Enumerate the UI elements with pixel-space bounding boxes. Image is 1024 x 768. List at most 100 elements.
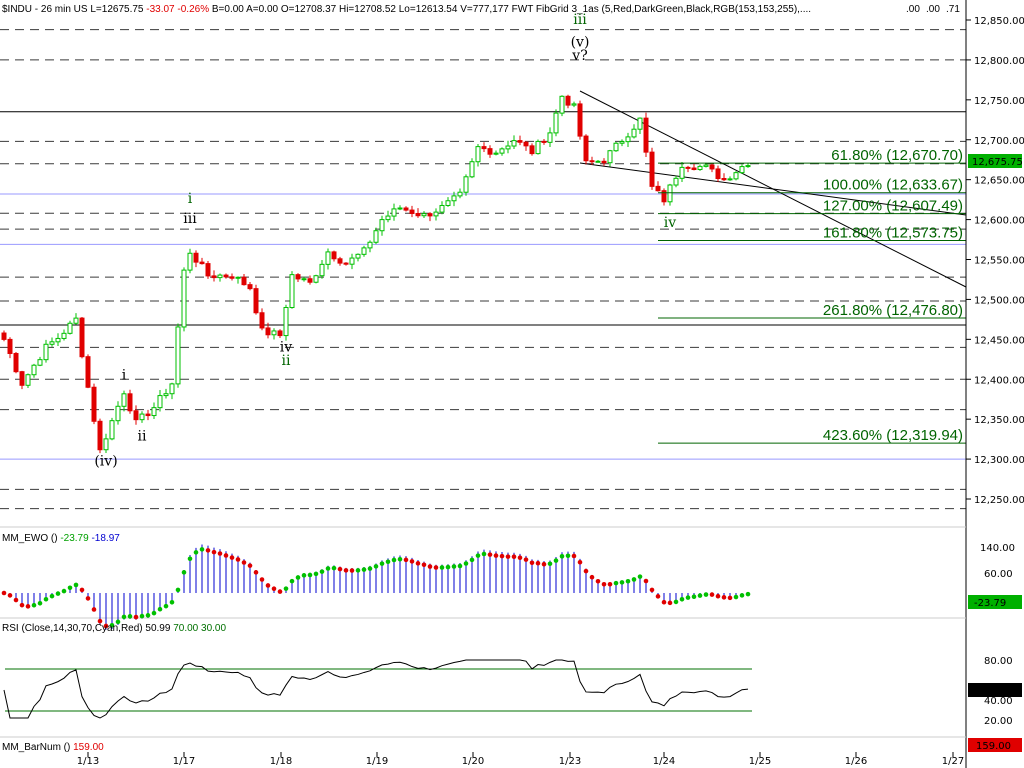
candle <box>49 337 55 347</box>
candle <box>619 139 625 147</box>
candle <box>451 191 457 207</box>
candle <box>649 147 655 190</box>
rsi-badge: 50.99 <box>974 686 1003 697</box>
wave-label: i <box>122 367 127 383</box>
price-grid-lines <box>0 29 966 510</box>
wave-label: iv <box>280 339 292 355</box>
candle <box>19 370 25 390</box>
candle <box>247 281 253 291</box>
candle <box>475 143 481 167</box>
candle <box>85 354 91 389</box>
candle <box>601 158 607 166</box>
rsi-value-1: 50.99 <box>145 623 170 634</box>
candle <box>463 174 469 196</box>
candle <box>145 409 151 421</box>
wave-label: iii <box>573 12 587 28</box>
price-tick-label: 12,400.00 <box>974 375 1024 386</box>
candle <box>313 274 319 284</box>
svg-text:RSI (Close,14,30,70,Cyan,Red): RSI (Close,14,30,70,Cyan,Red) 50.99 70.0… <box>2 623 226 634</box>
svg-text:MM_EWO () -23.79 -18.97: MM_EWO () -23.79 -18.97 <box>2 533 120 544</box>
candle <box>445 197 451 207</box>
candle <box>373 227 379 245</box>
candle <box>355 253 361 262</box>
fib-level-label: 127.00% (12,607.49) <box>823 198 963 215</box>
candle <box>637 117 643 135</box>
candle <box>727 176 733 181</box>
candle <box>55 333 61 347</box>
candle <box>493 150 499 156</box>
candle <box>487 145 493 158</box>
candle <box>499 147 505 156</box>
candle <box>529 143 535 156</box>
candle <box>127 389 133 414</box>
candle <box>211 270 217 282</box>
candle <box>259 308 265 331</box>
barnum-pane: MM_BarNum () 159.00 159.00 <box>2 738 1022 753</box>
rsi-value-3: 30.00 <box>201 623 226 634</box>
price-tick-label: 12,600.00 <box>974 216 1024 227</box>
candle <box>403 206 409 212</box>
candle <box>349 253 355 270</box>
candle <box>595 160 601 163</box>
candle <box>541 138 547 145</box>
price-tick-label: 12,250.00 <box>974 495 1024 506</box>
time-tick-label: 1/27 <box>942 756 964 767</box>
rsi-tick-1: 80.00 <box>984 656 1013 667</box>
candle <box>1 330 7 342</box>
candle <box>511 135 517 149</box>
candlestick-series <box>1 94 751 454</box>
candle <box>169 382 175 400</box>
header-last: L=12675.75 <box>90 4 144 15</box>
time-axis: 1/13 1/17 1/18 1/19 1/20 1/23 1/24 1/25 1/26 1/27 <box>77 752 964 767</box>
candle <box>289 271 295 309</box>
candle <box>397 205 403 211</box>
candle <box>337 256 343 266</box>
candle <box>235 276 241 284</box>
candle <box>661 188 667 206</box>
header-study-v2: .00 <box>926 4 940 15</box>
svg-text:$INDU - 26 min US L=12675.75: $INDU - 26 min US L=12675.75 -33.07 -0.2… <box>2 4 811 15</box>
candle <box>283 304 289 341</box>
candle <box>103 433 109 454</box>
candle <box>73 313 79 325</box>
candle <box>301 276 307 282</box>
candle <box>229 273 235 281</box>
fib-level-label: 61.80% (12,670.70) <box>831 147 963 164</box>
rsi-pane: RSI (Close,14,30,70,Cyan,Red) 50.99 70.0… <box>2 623 1022 727</box>
candle <box>655 181 661 192</box>
header-open: O=12708.37 <box>281 4 337 15</box>
candle <box>139 411 145 423</box>
candle <box>745 163 751 168</box>
wave-label: ii <box>282 353 291 369</box>
candle <box>553 109 559 137</box>
candle <box>367 240 373 253</box>
candle <box>523 141 529 151</box>
header-high: Hi=12708.52 <box>339 4 396 15</box>
price-tick-label: 12,750.00 <box>974 96 1024 107</box>
ewo-value-2: -18.97 <box>91 533 120 544</box>
price-tick-label: 12,550.00 <box>974 256 1024 267</box>
candle <box>571 101 577 108</box>
candle <box>565 94 571 109</box>
candle <box>679 162 685 182</box>
candle <box>7 337 13 359</box>
time-tick-label: 1/19 <box>366 756 388 767</box>
candle <box>43 339 49 363</box>
candle <box>175 323 181 388</box>
candle <box>667 183 673 206</box>
candle <box>469 158 475 179</box>
trend-line-lower <box>579 162 967 216</box>
candle <box>157 390 163 412</box>
candle <box>319 260 325 279</box>
header-study: FWT FibGrid 3_1as (5,Red,DarkGreen,Black… <box>512 4 811 15</box>
rsi-label: RSI (Close,14,30,70,Cyan,Red) <box>2 623 143 634</box>
candle <box>115 401 121 425</box>
price-tick-label: 12,850.00 <box>974 16 1024 27</box>
candle <box>295 273 301 283</box>
chart-header: $INDU - 26 min US L=12675.75 -33.07 -0.2… <box>2 4 960 15</box>
candle <box>607 149 613 167</box>
ewo-dots <box>1 547 751 629</box>
candle <box>277 329 283 339</box>
candle <box>421 211 427 219</box>
